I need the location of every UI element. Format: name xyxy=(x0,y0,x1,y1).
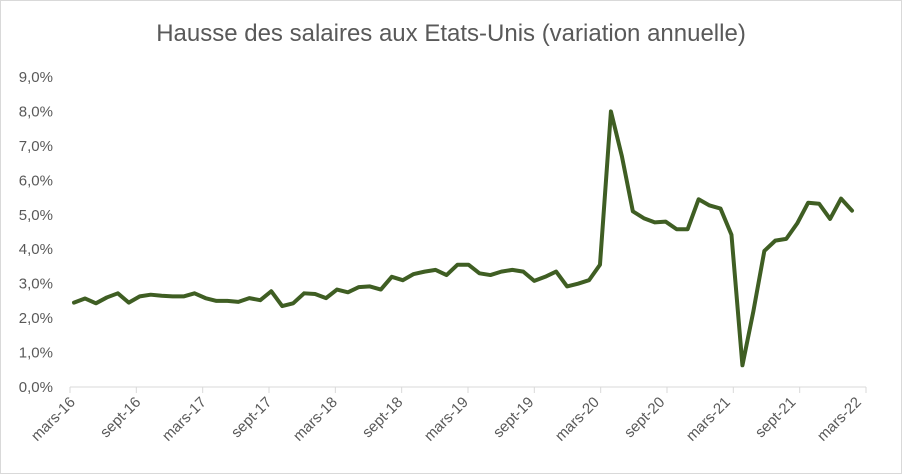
y-tick-label: 7,0% xyxy=(19,138,53,155)
x-tick-label: sept-21 xyxy=(752,394,799,441)
x-tick-label: mars-16 xyxy=(28,394,79,445)
x-tick-label: sept-16 xyxy=(97,394,144,441)
x-tick-label: mars-22 xyxy=(814,394,865,445)
series-line xyxy=(72,109,854,368)
y-tick-label: 2,0% xyxy=(19,310,53,327)
x-tick-label: sept-19 xyxy=(490,394,537,441)
x-axis-ticks: mars-16 sept-16 mars-17 sept-17 mars-18 sept-… xyxy=(28,394,865,445)
y-tick-label: 5,0% xyxy=(19,207,53,224)
y-tick-label: 1,0% xyxy=(19,345,53,362)
x-tick-label: sept-17 xyxy=(228,394,275,441)
y-tick-label: 8,0% xyxy=(19,103,53,120)
x-tick-label: sept-18 xyxy=(359,394,406,441)
x-axis-tickmarks xyxy=(69,387,867,393)
y-axis-ticks: 0,0% 1,0% 2,0% 3,0% 4,0% 5,0% 6,0% 7,0% 8,0% 9,0% xyxy=(19,69,53,396)
chart-title: Hausse des salaires aux Etats-Unis (vari… xyxy=(156,20,746,47)
y-tick-label: 6,0% xyxy=(19,172,53,189)
series-group xyxy=(72,109,854,368)
x-tick-label: mars-19 xyxy=(421,394,472,445)
x-tick-label: sept-20 xyxy=(621,394,668,441)
x-tick-label: mars-18 xyxy=(290,394,341,445)
y-tick-label: 4,0% xyxy=(19,241,53,258)
x-tick-label: mars-17 xyxy=(159,394,210,445)
y-tick-label: 0,0% xyxy=(19,379,53,396)
x-tick-label: mars-21 xyxy=(683,394,734,445)
x-tick-label: mars-20 xyxy=(552,394,603,445)
y-tick-label: 9,0% xyxy=(19,69,53,86)
y-tick-label: 3,0% xyxy=(19,276,53,293)
